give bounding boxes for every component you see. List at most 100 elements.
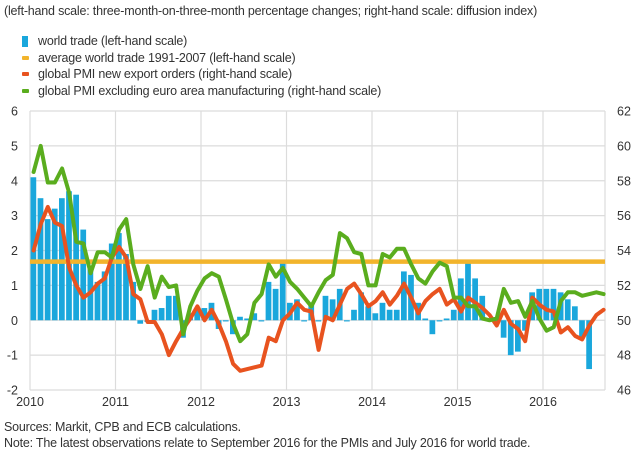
bar-world-trade <box>158 308 165 321</box>
bar-world-trade <box>108 243 115 321</box>
legend-swatch-pmi-ex-euro <box>22 88 29 93</box>
bar-world-trade <box>515 320 521 352</box>
bar-world-trade <box>51 208 58 321</box>
left-tick-label: 2 <box>11 244 18 258</box>
bar-world-trade <box>443 318 450 321</box>
bar-world-trade <box>301 320 307 322</box>
left-tick-label: -2 <box>7 384 18 398</box>
right-tick-label: 56 <box>617 209 631 223</box>
bar-world-trade <box>123 253 129 321</box>
lines-pmi <box>31 143 606 373</box>
bar-world-trade <box>151 309 158 321</box>
bar-world-trade <box>73 194 79 321</box>
legend-swatch-average-world-trade <box>22 55 29 60</box>
bar-world-trade <box>94 281 101 321</box>
right-tick-label: 48 <box>617 349 631 363</box>
right-tick-label: 58 <box>617 174 631 188</box>
legend-item-pmi-export-orders: global PMI new export orders (right-hand… <box>20 66 381 83</box>
legend-item-world-trade: world trade (left-hand scale) <box>20 33 381 50</box>
bar-world-trade <box>372 313 379 321</box>
bar-world-trade <box>472 278 478 321</box>
bar-world-trade <box>436 320 443 322</box>
x-tick-label: 2014 <box>358 395 386 409</box>
bar-world-trade <box>465 260 471 321</box>
legend-label-pmi-ex-euro: global PMI excluding euro area manufactu… <box>38 83 382 98</box>
left-tick-label: -1 <box>7 349 18 363</box>
legend-item-pmi-ex-euro: global PMI excluding euro area manufactu… <box>20 83 381 100</box>
x-tick-label: 2016 <box>529 395 557 409</box>
bar-world-trade <box>37 198 44 321</box>
bar-world-trade <box>137 320 144 324</box>
bar-world-trade <box>258 320 265 322</box>
bar-world-trade <box>507 320 514 356</box>
legend-swatch-world-trade <box>22 35 28 47</box>
x-tick-label: 2011 <box>102 395 129 409</box>
bar-world-trade <box>44 219 51 321</box>
bar-world-trade <box>422 318 429 321</box>
x-tick-label: 2015 <box>444 395 472 409</box>
bar-world-trade <box>80 229 87 321</box>
legend-label-world-trade: world trade (left-hand scale) <box>38 34 188 48</box>
x-tick-label: 2010 <box>16 395 44 409</box>
left-tick-label: 0 <box>11 314 18 328</box>
bar-world-trade <box>550 288 557 321</box>
left-tick-label: 3 <box>11 209 18 223</box>
bars-world-trade <box>30 177 592 370</box>
right-tick-label: 62 <box>617 105 631 119</box>
bar-world-trade <box>579 320 585 338</box>
bar-world-trade <box>365 306 372 321</box>
bar-world-trade <box>401 271 407 321</box>
bar-world-trade <box>294 299 300 321</box>
x-tick-label: 2013 <box>273 395 301 409</box>
bar-world-trade <box>379 302 386 321</box>
bar-world-trade <box>315 320 322 322</box>
bar-world-trade <box>173 295 179 321</box>
bar-world-trade <box>351 309 357 321</box>
bar-world-trade <box>429 320 436 335</box>
bar-world-trade <box>500 320 507 338</box>
bar-world-trade <box>564 299 571 321</box>
right-tick-label: 60 <box>617 139 631 153</box>
bar-world-trade <box>386 309 393 321</box>
bar-world-trade <box>279 260 286 321</box>
right-tick-label: 46 <box>617 384 631 398</box>
legend-item-average-world-trade: average world trade 1991-2007 (left-hand… <box>20 50 381 67</box>
bar-world-trade <box>130 281 136 321</box>
bar-world-trade <box>322 295 329 321</box>
bar-world-trade <box>59 198 65 321</box>
chart-legend: world trade (left-hand scale) average wo… <box>20 33 381 99</box>
sources-note: Sources: Markit, CPB and ECB calculation… <box>4 420 241 434</box>
bar-world-trade <box>101 271 108 321</box>
right-tick-label: 50 <box>617 314 631 328</box>
chart-subtitle: (left-hand scale: three-month-on-three-m… <box>4 4 538 18</box>
bar-world-trade <box>522 320 528 331</box>
left-tick-label: 4 <box>11 174 18 188</box>
legend-label-pmi-export-orders: global PMI new export orders (right-hand… <box>38 67 292 81</box>
observation-note: Note: The latest observations relate to … <box>4 436 531 450</box>
bar-world-trade <box>265 281 272 321</box>
bar-world-trade <box>244 318 250 321</box>
bar-world-trade <box>116 233 122 321</box>
bar-world-trade <box>450 309 457 321</box>
legend-label-average-world-trade: average world trade 1991-2007 (left-hand… <box>38 50 296 65</box>
bar-world-trade <box>329 299 336 321</box>
bar-world-trade <box>572 306 578 321</box>
line-pmi-export-orders <box>31 204 606 373</box>
bar-world-trade <box>358 292 364 321</box>
bar-world-trade <box>586 320 592 370</box>
bar-world-trade <box>237 316 243 321</box>
bar-world-trade <box>272 288 279 321</box>
bar-world-trade <box>165 295 172 321</box>
x-tick-label: 2012 <box>187 395 215 409</box>
left-tick-label: 1 <box>11 279 18 293</box>
line-pmi-ex-euro-area <box>31 143 606 344</box>
chart-footer: Sources: Markit, CPB and ECB calculation… <box>4 419 531 451</box>
bar-world-trade <box>344 320 350 322</box>
right-tick-label: 54 <box>617 244 631 258</box>
left-tick-label: 5 <box>11 139 18 153</box>
bar-world-trade <box>194 309 201 321</box>
bar-world-trade <box>222 320 229 322</box>
bar-world-trade <box>201 308 208 321</box>
